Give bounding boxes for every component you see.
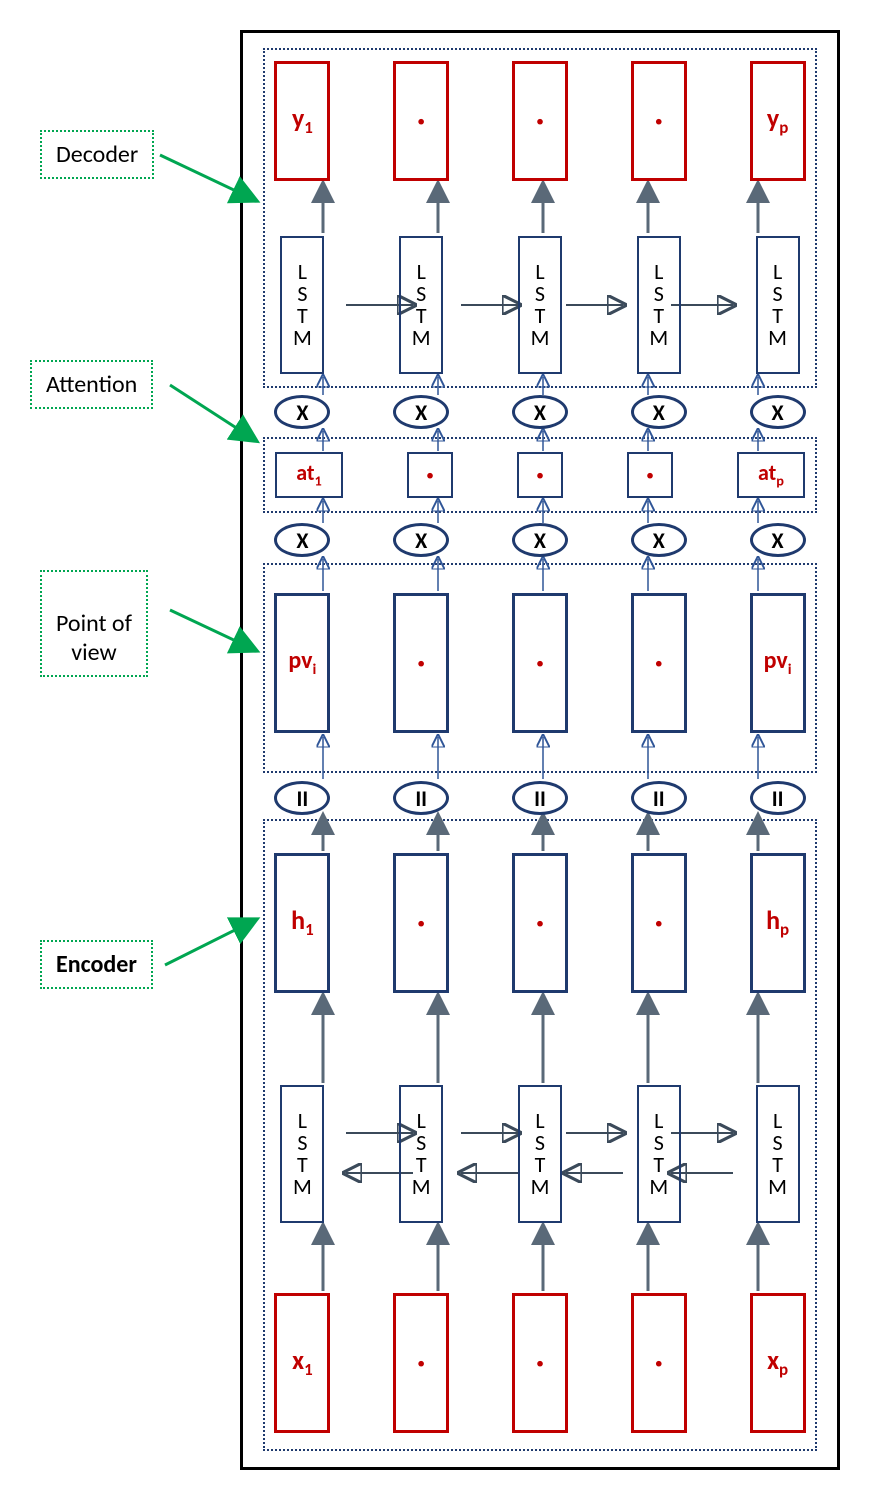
concat-op: II bbox=[512, 781, 568, 815]
lstm-cell: LSTM bbox=[280, 236, 324, 374]
row-mult-mid: X X X X X bbox=[243, 523, 837, 557]
mult-op: X bbox=[512, 523, 568, 557]
lstm-cell: LSTM bbox=[756, 1085, 800, 1223]
lstm-cell: LSTM bbox=[399, 1085, 443, 1223]
row-attention: at1 · · · atp bbox=[243, 452, 837, 498]
y-cell: · bbox=[512, 61, 568, 181]
y-cell: y_1y1 bbox=[274, 61, 330, 181]
lstm-cell: LSTM bbox=[637, 236, 681, 374]
mult-op: X bbox=[631, 395, 687, 429]
concat-op: II bbox=[274, 781, 330, 815]
lstm-cell: LSTM bbox=[518, 236, 562, 374]
mult-op: X bbox=[274, 523, 330, 557]
y-cell: yp bbox=[750, 61, 806, 181]
h-cell: h1 bbox=[274, 853, 330, 993]
concat-op: II bbox=[393, 781, 449, 815]
row-input-x: x1 · · · xp bbox=[243, 1293, 837, 1433]
row-decoder-lstm: LSTM LSTM LSTM LSTM LSTM bbox=[243, 236, 837, 374]
row-hidden-h: h1 · · · hp bbox=[243, 853, 837, 993]
y-cell: · bbox=[393, 61, 449, 181]
at-cell: atp bbox=[737, 452, 805, 498]
h-cell: · bbox=[393, 853, 449, 993]
h-cell: · bbox=[631, 853, 687, 993]
lstm-cell: LSTM bbox=[756, 236, 800, 374]
pv-cell: · bbox=[631, 593, 687, 733]
mult-op: X bbox=[631, 523, 687, 557]
row-output-y: y_1y1 · · · yp bbox=[243, 61, 837, 181]
x-cell: xp bbox=[750, 1293, 806, 1433]
at-cell: · bbox=[407, 452, 453, 498]
at-cell: · bbox=[517, 452, 563, 498]
row-pov: pvi · · · pvi bbox=[243, 593, 837, 733]
label-attention: Attention bbox=[30, 360, 153, 409]
architecture-canvas: y_1y1 · · · yp LSTM LSTM LSTM LSTM LSTM … bbox=[240, 30, 840, 1470]
y-cell: · bbox=[631, 61, 687, 181]
label-decoder: Decoder bbox=[40, 130, 154, 179]
mult-op: X bbox=[274, 395, 330, 429]
lstm-cell: LSTM bbox=[518, 1085, 562, 1223]
x-cell: · bbox=[393, 1293, 449, 1433]
concat-op: II bbox=[750, 781, 806, 815]
at-cell: · bbox=[627, 452, 673, 498]
lstm-cell: LSTM bbox=[399, 236, 443, 374]
row-encoder-lstm: LSTM LSTM LSTM LSTM LSTM bbox=[243, 1085, 837, 1223]
x-cell: x1 bbox=[274, 1293, 330, 1433]
concat-op: II bbox=[631, 781, 687, 815]
h-cell: · bbox=[512, 853, 568, 993]
lstm-cell: LSTM bbox=[637, 1085, 681, 1223]
x-cell: · bbox=[631, 1293, 687, 1433]
pv-cell: · bbox=[512, 593, 568, 733]
pv-cell: pvi bbox=[750, 593, 806, 733]
label-pov: Point of view bbox=[40, 570, 148, 677]
mult-op: X bbox=[750, 523, 806, 557]
row-mult-top: X X X X X bbox=[243, 395, 837, 429]
mult-op: X bbox=[750, 395, 806, 429]
mult-op: X bbox=[393, 395, 449, 429]
pv-cell: pvi bbox=[274, 593, 330, 733]
mult-op: X bbox=[393, 523, 449, 557]
x-cell: · bbox=[512, 1293, 568, 1433]
mult-op: X bbox=[512, 395, 568, 429]
pv-cell: · bbox=[393, 593, 449, 733]
at-cell: at1 bbox=[275, 452, 343, 498]
lstm-cell: LSTM bbox=[280, 1085, 324, 1223]
label-encoder: Encoder bbox=[40, 940, 153, 989]
h-cell: hp bbox=[750, 853, 806, 993]
row-concat: II II II II II bbox=[243, 781, 837, 815]
